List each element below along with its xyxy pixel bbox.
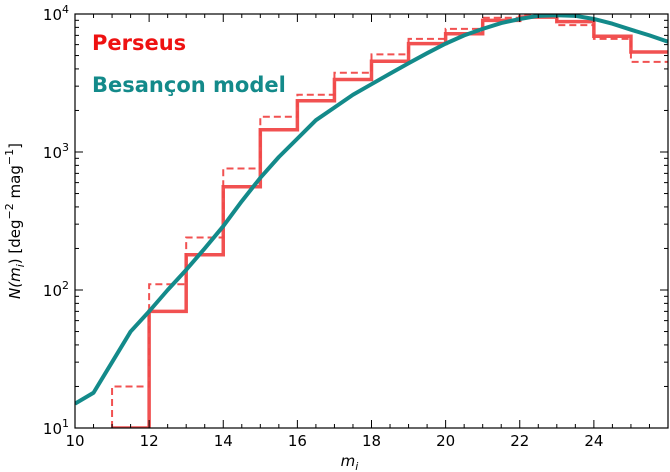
x-tick-label: 14 bbox=[214, 432, 233, 450]
x-axis-label-sub: i bbox=[355, 460, 358, 472]
y-axis-label: N(mi) [deg−2 mag−1] bbox=[3, 143, 27, 299]
y-tick-label: 103 bbox=[43, 141, 69, 162]
y-tick-label-base: 10 bbox=[43, 420, 62, 438]
x-tick-label: 10 bbox=[65, 432, 84, 450]
y-axis-label-end: ] bbox=[6, 143, 24, 149]
x-tick-label: 22 bbox=[510, 432, 529, 450]
y-axis-label-sup1: −2 bbox=[3, 203, 16, 219]
x-tick-label: 18 bbox=[362, 432, 381, 450]
y-axis-label-post: ) [deg bbox=[6, 219, 24, 264]
x-tick-label: 20 bbox=[436, 432, 455, 450]
x-tick-label: 24 bbox=[584, 432, 603, 450]
perseus-dashed-histogram bbox=[111, 14, 668, 428]
y-tick-label-exp: 3 bbox=[62, 141, 69, 154]
x-axis-label: mi bbox=[341, 452, 359, 472]
y-tick-label-base: 10 bbox=[43, 282, 62, 300]
legend-besancon: Besançon model bbox=[92, 73, 286, 97]
x-tick-label: 16 bbox=[288, 432, 307, 450]
y-tick-label-exp: 4 bbox=[62, 3, 69, 16]
y-axis-label-sup2: −1 bbox=[3, 149, 16, 165]
y-tick-label-exp: 1 bbox=[62, 417, 69, 430]
y-axis-label-sub: i bbox=[14, 264, 27, 267]
y-tick-label: 101 bbox=[43, 417, 69, 438]
perseus-histogram bbox=[112, 15, 668, 428]
y-axis-label-pre: N(m bbox=[6, 267, 24, 299]
y-tick-label: 102 bbox=[43, 279, 69, 300]
plot-area bbox=[75, 14, 668, 428]
x-tick-label: 12 bbox=[140, 432, 159, 450]
y-tick-label-exp: 2 bbox=[62, 279, 69, 292]
besancon-model-line bbox=[75, 14, 668, 406]
y-axis-label-mid: mag bbox=[6, 165, 24, 203]
legend-perseus: Perseus bbox=[92, 31, 186, 55]
y-tick-label-base: 10 bbox=[43, 144, 62, 162]
y-tick-label: 104 bbox=[43, 3, 69, 24]
x-axis-label-main: m bbox=[341, 452, 356, 470]
y-tick-label-base: 10 bbox=[43, 6, 62, 24]
